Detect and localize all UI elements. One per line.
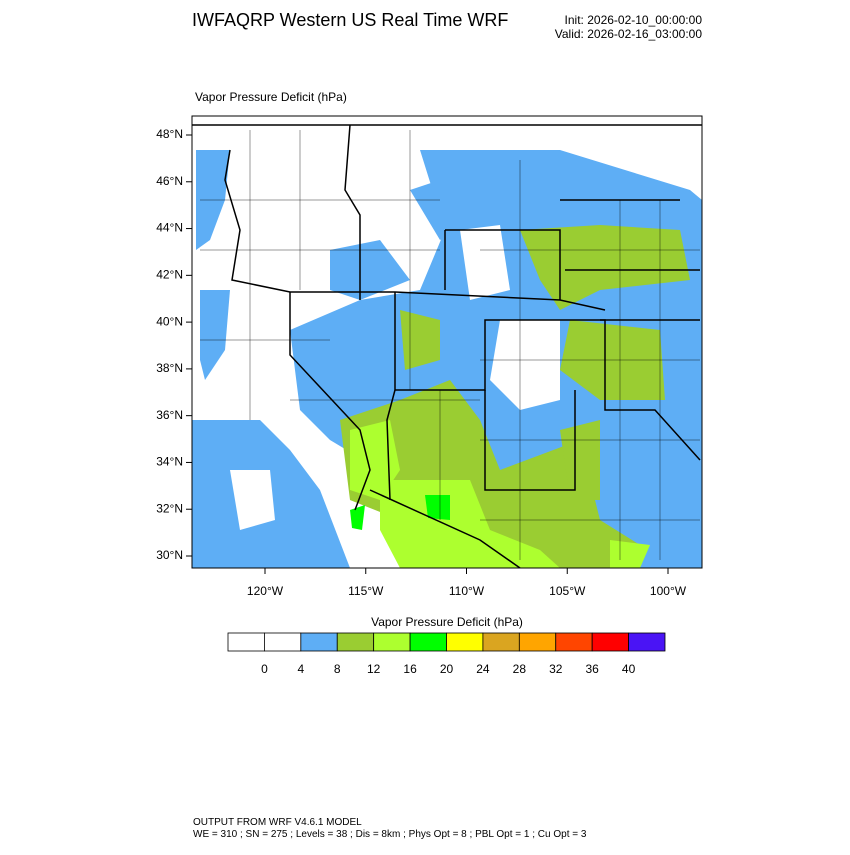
colorbar-label: 16 [403, 662, 417, 676]
lon-label: 110°W [449, 584, 485, 598]
init-time: Init: 2026-02-10_00:00:00 [565, 13, 703, 27]
colorbar-label: 36 [585, 662, 599, 676]
colorbar-box [446, 632, 484, 652]
colorbar-box [264, 632, 302, 652]
colorbar-box [555, 632, 593, 652]
clear-area [230, 225, 560, 530]
colorbar-box [482, 632, 520, 652]
colorbar-box [373, 632, 411, 652]
colorbar-label: 0 [261, 662, 268, 676]
main-title: IWFAQRP Western US Real Time WRF [192, 10, 508, 30]
colorbar-label: 40 [622, 662, 636, 676]
colorbar-box [227, 632, 265, 652]
colorbar: 0 4 8 12 16 20 24 28 32 36 40 [227, 632, 666, 676]
footer-line: OUTPUT FROM WRF V4.6.1 MODEL [193, 817, 362, 828]
vpd-area [350, 495, 450, 530]
colorbar-label: 4 [297, 662, 304, 676]
lon-label: 115°W [348, 584, 384, 598]
map [191, 115, 703, 569]
colorbar-box [591, 632, 629, 652]
colorbar-title: Vapor Pressure Deficit (hPa) [371, 615, 523, 629]
valid-time: Valid: 2026-02-16_03:00:00 [555, 27, 703, 41]
colorbar-box [409, 632, 447, 652]
map-title: Vapor Pressure Deficit (hPa) [195, 90, 347, 104]
colorbar-label: 28 [513, 662, 527, 676]
county-borders [200, 130, 700, 560]
lat-label: 38°N [156, 361, 183, 375]
lat-label: 42°N [156, 268, 183, 282]
colorbar-label: 20 [440, 662, 454, 676]
colorbar-box [336, 632, 375, 652]
lat-label: 46°N [156, 174, 183, 188]
lat-label: 48°N [156, 127, 183, 141]
colorbar-label: 24 [476, 662, 490, 676]
colorbar-box [628, 632, 666, 652]
lat-label: 36°N [156, 408, 183, 422]
axes: 48°N 46°N 44°N 42°N 40°N 38°N 36°N 34°N 32°N 30°N… [156, 127, 687, 598]
lon-label: 105°W [549, 584, 586, 598]
colorbar-label: 12 [367, 662, 381, 676]
lon-label: 120°W [247, 584, 284, 598]
colorbar-label: 8 [334, 662, 341, 676]
colorbar-label: 32 [549, 662, 563, 676]
lat-label: 34°N [156, 455, 183, 469]
footer-line: WE = 310 ; SN = 275 ; Levels = 38 ; Dis … [193, 829, 587, 840]
colorbar-box [518, 632, 557, 652]
lat-label: 32°N [156, 501, 183, 515]
lat-label: 30°N [156, 548, 183, 562]
lat-label: 44°N [156, 221, 183, 235]
lon-label: 100°W [650, 584, 687, 598]
colorbar-box [300, 632, 338, 652]
lat-label: 40°N [156, 314, 183, 328]
